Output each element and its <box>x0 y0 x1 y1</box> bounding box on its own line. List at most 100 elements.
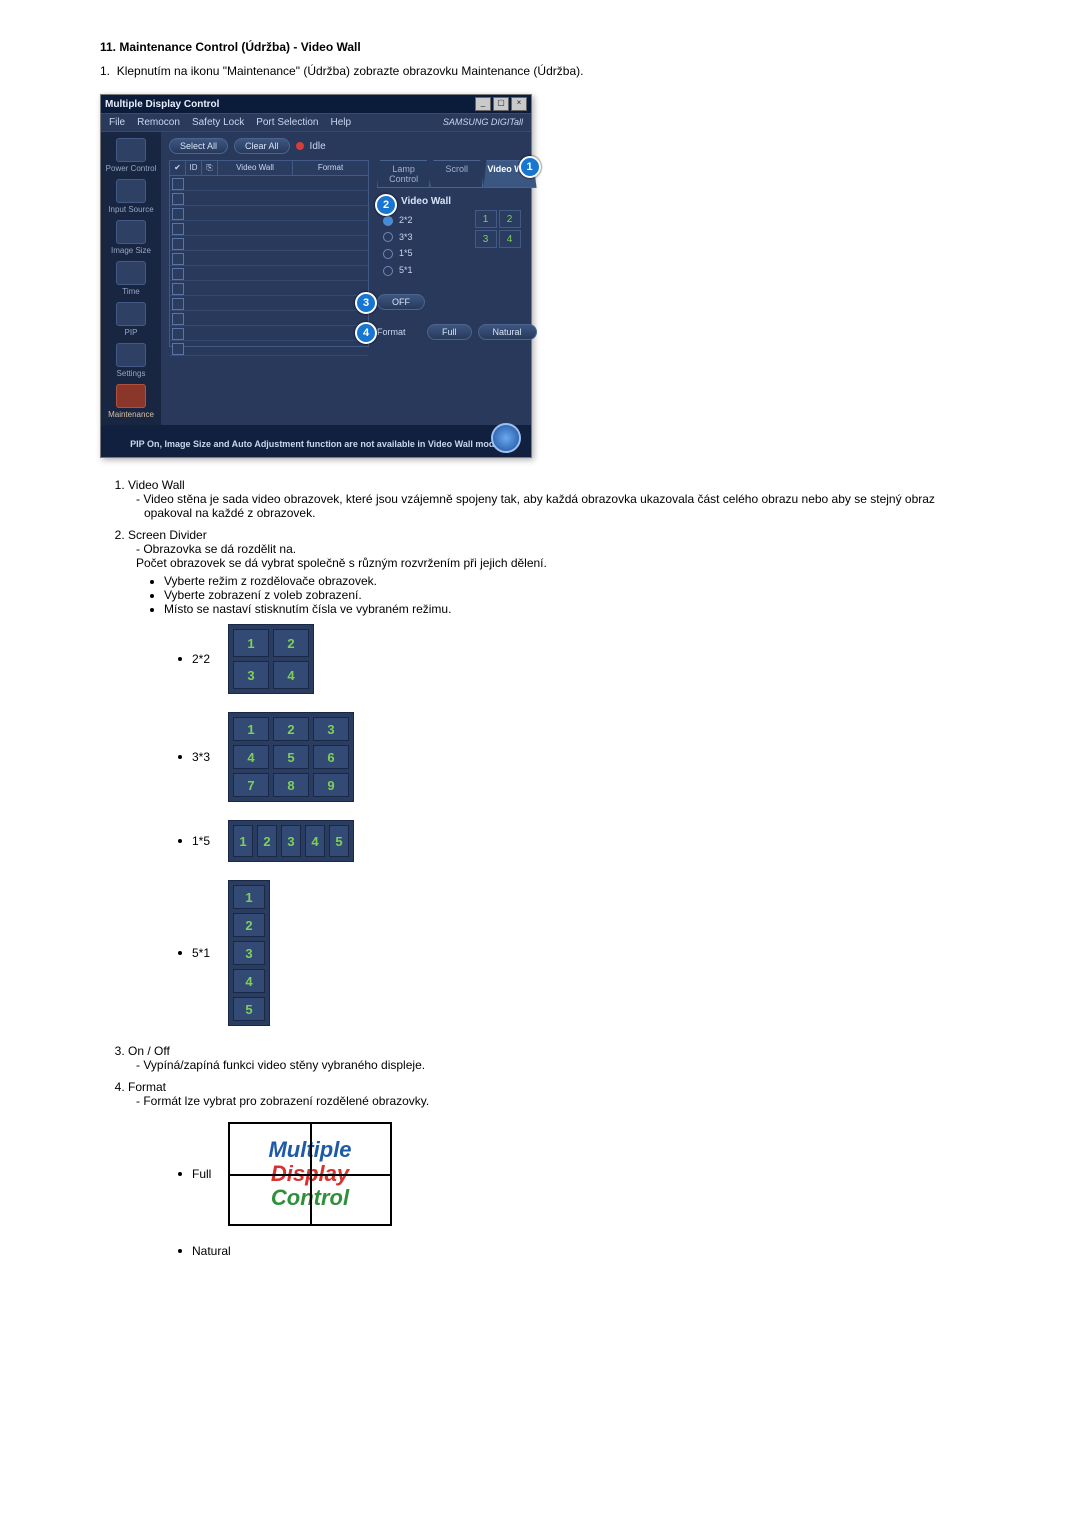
menu-help[interactable]: Help <box>330 117 351 128</box>
maximize-icon[interactable]: ▢ <box>493 97 509 111</box>
grid-cell: 4 <box>273 661 309 689</box>
image-icon <box>116 220 146 244</box>
grid-3x3: 3*3 123456789 <box>178 712 980 802</box>
grid-cell: 8 <box>273 773 309 797</box>
grid-cell: 7 <box>233 773 269 797</box>
menu-remocon[interactable]: Remocon <box>137 117 180 128</box>
full-button[interactable]: Full <box>427 324 472 340</box>
description-list: Video Wall - Video stěna je sada video o… <box>100 478 980 1258</box>
grid-cell: 6 <box>313 745 349 769</box>
app-window: Multiple Display Control _ ▢ × File Remo… <box>100 94 532 458</box>
window-title: Multiple Display Control <box>105 99 219 110</box>
time-icon <box>116 261 146 285</box>
table-row[interactable] <box>170 191 368 206</box>
grid-cell: 9 <box>313 773 349 797</box>
format-full-preview: Multiple Display Control <box>228 1122 392 1226</box>
close-icon[interactable]: × <box>511 97 527 111</box>
tab-scroll[interactable]: Scroll <box>430 160 483 188</box>
radio-5x1[interactable]: 5*1 <box>383 265 537 276</box>
desc-screen-divider: Screen Divider - Obrazovka se dá rozděli… <box>128 528 980 1026</box>
right-panel: 1 Lamp Control Scroll Video Wall 2 Video… <box>377 160 545 355</box>
table-row[interactable] <box>170 326 368 341</box>
titlebar: Multiple Display Control _ ▢ × <box>101 95 531 114</box>
grid-cell: 3 <box>313 717 349 741</box>
intro-text: Klepnutím na ikonu "Maintenance" (Údržba… <box>117 64 584 78</box>
section-title: 11. Maintenance Control (Údržba) - Video… <box>100 40 980 54</box>
mini-grid: 1 2 3 4 <box>475 210 521 248</box>
grid-cell: 3 <box>233 661 269 689</box>
settings-icon <box>116 343 146 367</box>
grid-cell: 5 <box>233 997 265 1021</box>
sidebar-item-maintenance[interactable]: Maintenance <box>101 384 161 419</box>
grid-cell: 2 <box>273 629 309 657</box>
table-row[interactable] <box>170 251 368 266</box>
grid-cell: 2 <box>273 717 309 741</box>
col-format: Format <box>293 161 368 175</box>
callout-2: 2 <box>375 194 397 216</box>
power-icon <box>116 138 146 162</box>
table-row[interactable] <box>170 176 368 191</box>
off-button[interactable]: OFF <box>377 294 425 310</box>
mini-cell[interactable]: 3 <box>475 230 497 248</box>
app-footer: PIP On, Image Size and Auto Adjustment f… <box>101 425 531 457</box>
format-label: Format <box>377 327 421 337</box>
toolbar: Select All Clear All Idle <box>161 132 545 160</box>
table-row[interactable] <box>170 311 368 326</box>
bullet: Vyberte zobrazení z voleb zobrazení. <box>164 588 980 602</box>
sidebar-item-time[interactable]: Time <box>101 261 161 296</box>
menu-file[interactable]: File <box>109 117 125 128</box>
grid-cell: 2 <box>233 913 265 937</box>
maintenance-icon <box>116 384 146 408</box>
input-icon <box>116 179 146 203</box>
list-header: ✔ ID ⎘ Video Wall Format <box>169 160 369 176</box>
mini-cell[interactable]: 4 <box>499 230 521 248</box>
select-all-button[interactable]: Select All <box>169 138 228 154</box>
table-row[interactable] <box>170 236 368 251</box>
grid-cell: 4 <box>305 825 325 857</box>
natural-button[interactable]: Natural <box>478 324 537 340</box>
format-full-row: Full Multiple Display Control <box>178 1122 980 1226</box>
col-id: ID <box>186 161 202 175</box>
table-row[interactable] <box>170 341 368 356</box>
section-heading: Maintenance Control (Údržba) - Video Wal… <box>119 40 360 54</box>
tabs: Lamp Control Scroll Video Wall <box>377 160 537 188</box>
table-row[interactable] <box>170 266 368 281</box>
table-row[interactable] <box>170 221 368 236</box>
table-row[interactable] <box>170 281 368 296</box>
idle-dot-icon <box>296 142 304 150</box>
radio-1x5[interactable]: 1*5 <box>383 248 537 259</box>
mini-cell[interactable]: 2 <box>499 210 521 228</box>
sidebar-item-power[interactable]: Power Control <box>101 138 161 173</box>
window-controls: _ ▢ × <box>475 97 527 111</box>
sidebar-item-pip[interactable]: PIP <box>101 302 161 337</box>
sidebar-item-image[interactable]: Image Size <box>101 220 161 255</box>
sidebar: Power Control Input Source Image Size Ti… <box>101 132 161 425</box>
callout-1: 1 <box>519 156 541 178</box>
bullet: Místo se nastaví stisknutím čísla ve vyb… <box>164 602 980 616</box>
tab-lamp[interactable]: Lamp Control <box>377 160 430 188</box>
clear-all-button[interactable]: Clear All <box>234 138 290 154</box>
app-body: Power Control Input Source Image Size Ti… <box>101 132 531 425</box>
footer-text: PIP On, Image Size and Auto Adjustment f… <box>130 439 502 449</box>
grid-cell: 5 <box>273 745 309 769</box>
pip-icon <box>116 302 146 326</box>
grid-cell: 4 <box>233 969 265 993</box>
minimize-icon[interactable]: _ <box>475 97 491 111</box>
table-row[interactable] <box>170 296 368 311</box>
menu-safetylock[interactable]: Safety Lock <box>192 117 244 128</box>
grid-cell: 5 <box>329 825 349 857</box>
desc-format: Format - Formát lze vybrat pro zobrazení… <box>128 1080 980 1258</box>
mini-cell[interactable]: 1 <box>475 210 497 228</box>
sidebar-item-settings[interactable]: Settings <box>101 343 161 378</box>
table-row[interactable] <box>170 206 368 221</box>
callout-3: 3 <box>355 292 377 314</box>
grid-area: ✔ ID ⎘ Video Wall Format 1 Lamp Control … <box>161 160 545 355</box>
section-number: 11. <box>100 40 116 54</box>
desc-video-wall: Video Wall - Video stěna je sada video o… <box>128 478 980 520</box>
col-videowall: Video Wall <box>218 161 293 175</box>
sidebar-item-input[interactable]: Input Source <box>101 179 161 214</box>
format-natural-row: Natural <box>178 1244 980 1258</box>
intro-number: 1. <box>100 64 110 78</box>
menu-portselection[interactable]: Port Selection <box>256 117 318 128</box>
grid-cell: 1 <box>233 717 269 741</box>
